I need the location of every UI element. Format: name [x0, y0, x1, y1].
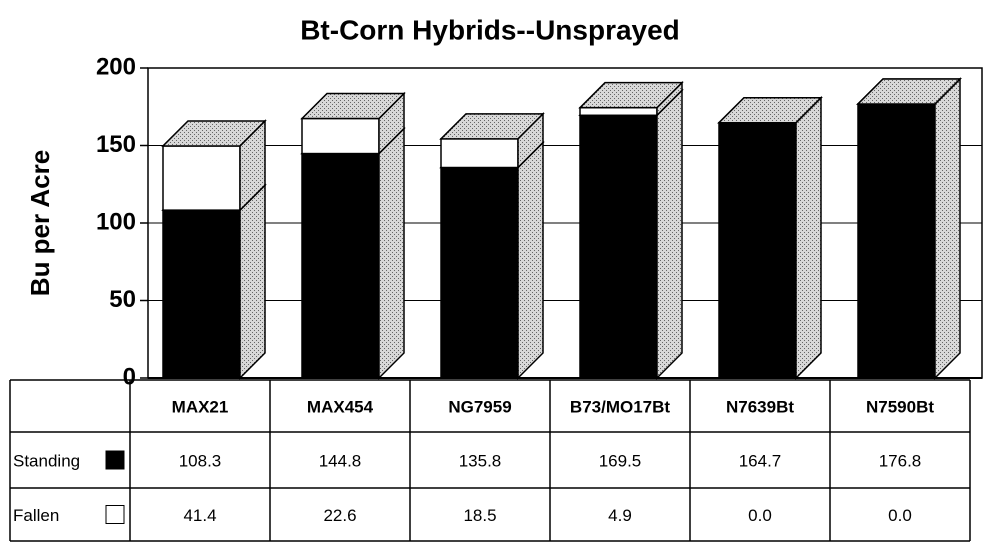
table-value: 18.5	[463, 506, 496, 525]
bar-segment	[301, 117, 380, 155]
table-value: 4.9	[608, 506, 632, 525]
table-value: 135.8	[459, 451, 502, 470]
bar-segment	[440, 166, 519, 379]
bar-top	[717, 96, 823, 124]
bar-segment	[857, 103, 936, 379]
table-value: 41.4	[183, 506, 216, 525]
bar-top	[856, 78, 962, 105]
x-tick-label: N7590Bt	[866, 397, 934, 416]
y-tick-label: 50	[109, 286, 136, 313]
legend-swatch	[105, 450, 125, 470]
bar-top	[161, 120, 267, 147]
bar-segment	[301, 152, 380, 379]
y-tick-label: 150	[96, 131, 136, 158]
bar-segment	[579, 106, 658, 117]
bar-side	[378, 126, 405, 380]
y-axis-label: Bu per Acre	[25, 150, 55, 296]
x-tick-label: NG7959	[448, 397, 511, 416]
y-tick-label: 200	[96, 53, 136, 80]
legend-swatch	[105, 505, 125, 524]
table-value: 22.6	[323, 506, 356, 525]
bar-top	[300, 92, 406, 120]
bar-top	[578, 81, 684, 109]
chart-title: Bt-Corn Hybrids--Unsprayed	[300, 14, 680, 45]
table-value: 144.8	[319, 451, 362, 470]
bar-segment	[718, 121, 797, 379]
x-tick-label: N7639Bt	[726, 397, 794, 416]
legend-label: Standing	[13, 451, 80, 470]
bar-top	[439, 113, 545, 140]
x-tick-label: B73/MO17Bt	[570, 397, 670, 416]
plot-area: 0 50 100 150 200	[96, 53, 983, 390]
bar-side	[656, 88, 683, 380]
table-value: 0.0	[888, 506, 912, 525]
data-table: MAX21 108.3 41.4 MAX454 144.8 22.6 NG7959 135.8…	[9, 379, 971, 542]
x-tick-label: MAX21	[172, 397, 229, 416]
table-value: 108.3	[179, 451, 222, 470]
x-tick-label: MAX454	[307, 397, 374, 416]
y-tick-label: 0	[123, 363, 136, 390]
bar-side	[239, 183, 266, 380]
legend-label: Fallen	[13, 506, 59, 525]
y-tick-label: 100	[96, 208, 136, 235]
table-value: 0.0	[748, 506, 772, 525]
table-value: 169.5	[599, 451, 642, 470]
bar-side	[934, 77, 961, 380]
bar-segment	[579, 114, 658, 379]
bar-side	[795, 95, 822, 380]
bar-segment	[162, 145, 241, 211]
bar-side	[517, 140, 544, 380]
bar-segment	[440, 138, 519, 169]
bar-segment	[162, 209, 241, 379]
table-value: 176.8	[879, 451, 922, 470]
table-value: 164.7	[739, 451, 782, 470]
